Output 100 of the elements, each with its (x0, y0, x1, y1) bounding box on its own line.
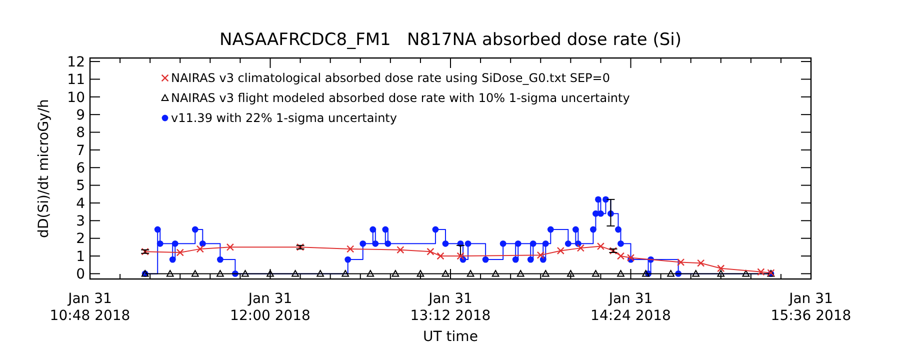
y-tick-label: 0 (76, 266, 85, 283)
point (382, 226, 389, 233)
point (464, 240, 472, 247)
point (344, 256, 352, 263)
point (346, 245, 354, 253)
point (292, 270, 299, 277)
point (556, 246, 564, 255)
point (436, 252, 444, 260)
point (615, 226, 622, 233)
point (166, 270, 174, 277)
point (572, 226, 579, 233)
point (342, 270, 350, 277)
y-tick-label: 9 (76, 107, 85, 124)
y-tick-label: 5 (76, 178, 85, 194)
point (677, 258, 685, 266)
point (372, 240, 379, 247)
legend-label: NAIRAS v3 flight modeled absorbed dose rate with 10% 1-sigma uncertainty (171, 91, 630, 106)
point (216, 270, 224, 277)
point (642, 270, 650, 277)
y-tick-label: 7 (76, 142, 85, 159)
point (396, 246, 404, 254)
point (360, 240, 366, 247)
x-tick-label: Jan 31 15:36 2018 (770, 291, 852, 324)
point (590, 226, 596, 233)
point (527, 256, 534, 263)
legend-label: NAIRAS v3 climatological absorbed dose rate using SiDose_G0.txt SEP=0 (171, 71, 610, 86)
point (616, 252, 625, 260)
y-tick-label: 2 (76, 231, 85, 248)
point (392, 270, 400, 277)
point (154, 226, 161, 233)
point (416, 270, 424, 277)
point (384, 240, 392, 247)
y-tick-label: 8 (76, 125, 85, 142)
point (692, 270, 700, 277)
y-tick-label: 11 (67, 72, 85, 88)
point (316, 270, 324, 277)
point (536, 251, 544, 259)
point (432, 226, 439, 233)
point (156, 240, 164, 247)
legend-label: v11.39 with 22% 1-sigma uncertainty (171, 111, 397, 126)
point (626, 254, 635, 262)
y-tick-label: 3 (76, 214, 85, 230)
point (717, 270, 725, 277)
point (216, 256, 224, 263)
point (516, 270, 524, 277)
point (609, 246, 618, 255)
point (602, 196, 609, 203)
point (566, 270, 574, 277)
x-tick-label: Jan 31 12:00 2018 (230, 291, 310, 324)
y-tick-label: 10 (67, 90, 85, 106)
point (595, 196, 602, 203)
point (514, 240, 522, 247)
point (574, 240, 582, 247)
x-axis-title: UT time (423, 329, 478, 345)
point (742, 270, 750, 277)
y-tick-label: 1 (76, 248, 85, 265)
point (192, 226, 198, 233)
point (191, 270, 199, 277)
point (542, 270, 550, 277)
x-tick-label: Jan 31 13:12 2018 (410, 291, 491, 324)
point (442, 240, 449, 247)
point (547, 226, 554, 233)
point (426, 248, 434, 256)
point (492, 270, 500, 277)
point (442, 270, 450, 277)
point (617, 270, 624, 277)
point (530, 240, 536, 247)
point (576, 244, 584, 252)
point (618, 240, 624, 247)
point (242, 270, 249, 277)
point (226, 243, 234, 251)
chart-title: NASAAFRCDC8_FM1 N817NA absorbed dose rate (Si) (220, 30, 682, 50)
point (266, 270, 274, 277)
point (717, 264, 725, 272)
y-tick-label: 6 (76, 160, 86, 177)
x-tick-label: Jan 31 10:48 2018 (50, 291, 130, 324)
point (196, 245, 204, 253)
point (564, 240, 572, 247)
point (500, 240, 506, 247)
y-axis-title: dD(Si)/dt microGy/h (36, 99, 52, 238)
y-tick-label: 12 (67, 54, 85, 70)
point (482, 256, 489, 263)
point (370, 226, 376, 233)
point (366, 270, 374, 277)
point (466, 270, 474, 277)
point (667, 270, 675, 277)
point (172, 240, 178, 247)
point (596, 242, 605, 250)
point (456, 252, 464, 260)
point (169, 256, 176, 263)
point (542, 240, 549, 247)
point (592, 270, 600, 277)
point (598, 210, 604, 217)
x-tick-label: Jan 31 14:24 2018 (590, 291, 671, 324)
point (697, 259, 705, 267)
point (757, 268, 765, 276)
point (176, 248, 184, 256)
y-tick-label: 4 (76, 196, 86, 212)
point (512, 256, 519, 263)
point (199, 240, 206, 247)
